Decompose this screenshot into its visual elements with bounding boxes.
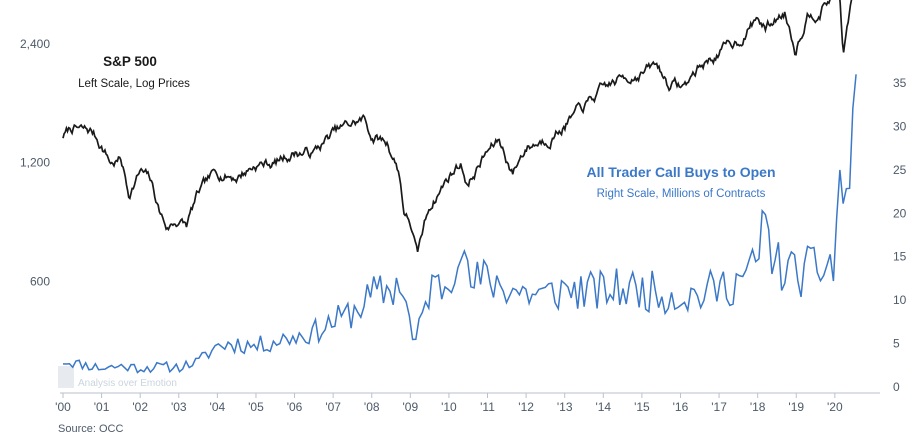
watermark-text: Analysis over Emotion (78, 378, 177, 389)
x-tick-label: '11 (480, 400, 495, 414)
y-right-tick-label: 0 (893, 380, 900, 394)
y-right-tick-label: 5 (893, 337, 900, 351)
x-tick-label: '17 (711, 400, 727, 414)
x-tick-label: '19 (788, 400, 804, 414)
x-tick-label: '13 (557, 400, 573, 414)
y-right-tick-label: 15 (893, 250, 907, 264)
watermark-logo: Analysis over Emotion (58, 366, 177, 389)
y-axis-left: 600 1,200 2,400 (20, 37, 50, 288)
x-tick-label: '18 (750, 400, 766, 414)
x-tick-label: '12 (518, 400, 534, 414)
y-right-tick-label: 35 (893, 76, 907, 90)
sp500-label-subtitle: Left Scale, Log Prices (78, 78, 190, 90)
x-tick-label: '20 (827, 400, 843, 414)
calls-label-title: All Trader Call Buys to Open (586, 164, 775, 180)
x-tick-label: '04 (210, 400, 226, 414)
y-right-tick-label: 10 (893, 293, 907, 307)
x-tick-label: '05 (248, 400, 264, 414)
x-axis-ticks: '00 '01 '02 '03 '04 '05 '06 '07 '08 '09 '10 '11 '12 '… (55, 393, 843, 414)
x-tick-label: '00 (55, 400, 71, 414)
x-tick-label: '14 (595, 400, 611, 414)
y-right-tick-label: 25 (893, 163, 907, 177)
x-tick-label: '15 (634, 400, 650, 414)
series-line-sp500 (62, 0, 853, 253)
x-tick-label: '08 (364, 400, 380, 414)
y-left-tick-label: 2,400 (20, 37, 50, 51)
x-tick-label: '09 (403, 400, 419, 414)
series-line-call-buys (62, 74, 857, 374)
x-tick-label: '16 (673, 400, 689, 414)
source-note: Source: OCC (58, 423, 123, 435)
y-axis-right: 0 5 10 15 20 25 30 35 (893, 76, 907, 394)
calls-label-subtitle: Right Scale, Millions of Contracts (597, 188, 766, 200)
y-right-tick-label: 20 (893, 206, 907, 220)
y-left-tick-label: 1,200 (20, 156, 50, 170)
x-tick-label: '02 (132, 400, 148, 414)
y-left-tick-label: 600 (30, 274, 50, 288)
sp500-label-title: S&P 500 (103, 54, 157, 69)
y-right-tick-label: 30 (893, 119, 907, 133)
x-tick-label: '10 (441, 400, 457, 414)
x-tick-label: '03 (171, 400, 187, 414)
x-tick-label: '06 (287, 400, 303, 414)
x-tick-label: '01 (94, 400, 110, 414)
x-tick-label: '07 (325, 400, 341, 414)
